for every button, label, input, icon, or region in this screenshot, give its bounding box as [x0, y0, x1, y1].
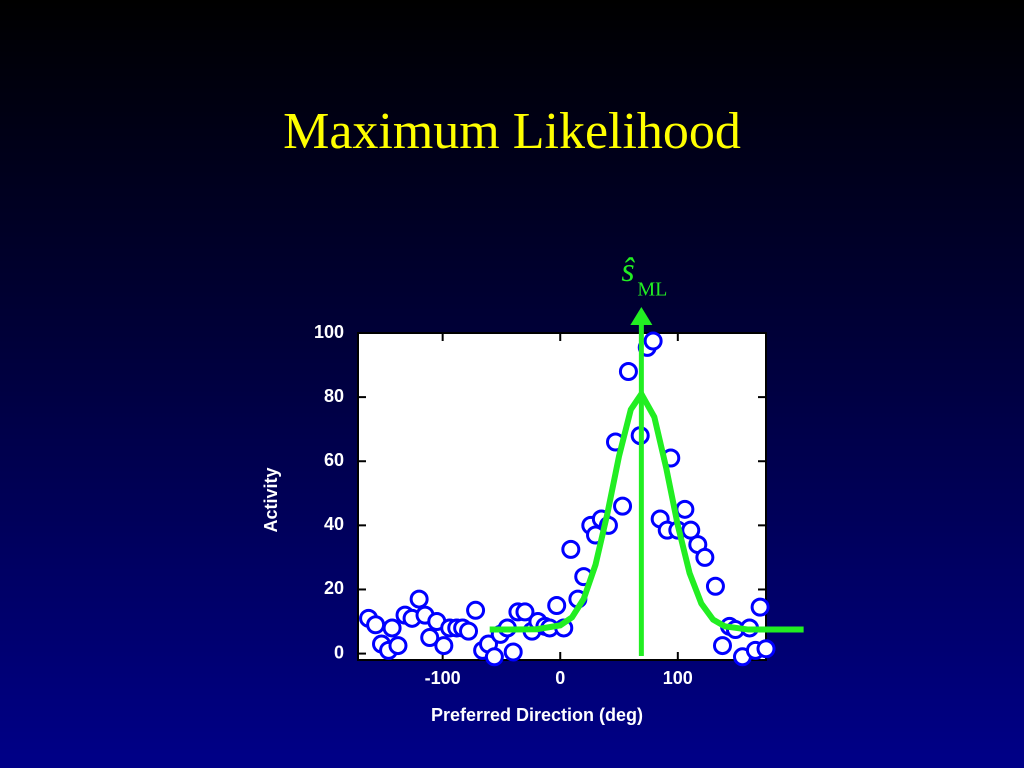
- data-point: [409, 589, 429, 609]
- x-axis-label: Preferred Direction (deg): [431, 705, 643, 725]
- y-tick-label: 0: [334, 642, 344, 662]
- data-point: [613, 496, 633, 516]
- data-point: [466, 600, 486, 620]
- slide-title: Maximum Likelihood: [283, 103, 741, 160]
- data-point: [420, 628, 440, 648]
- x-tick-label: 0: [555, 668, 565, 688]
- y-axis-label: Activity: [261, 467, 281, 532]
- data-point: [681, 520, 701, 540]
- data-point: [515, 602, 535, 622]
- y-tick-label: 60: [324, 450, 344, 470]
- data-point: [547, 596, 567, 615]
- y-tick-label: 100: [314, 322, 344, 342]
- x-tick-label: -100: [425, 668, 461, 688]
- data-point: [382, 618, 402, 638]
- data-point: [695, 547, 715, 567]
- data-point: [756, 639, 776, 659]
- data-point: [705, 576, 725, 596]
- y-tick-label: 80: [324, 386, 344, 406]
- data-point: [434, 636, 454, 656]
- y-tick-label: 20: [324, 578, 344, 598]
- data-point: [750, 597, 770, 617]
- data-point: [712, 636, 732, 656]
- data-point: [388, 636, 408, 656]
- estimate-symbol: ŝ: [621, 252, 635, 289]
- data-point: [675, 499, 695, 519]
- data-point: [503, 642, 523, 662]
- data-point: [561, 539, 581, 559]
- data-point: [643, 331, 663, 351]
- y-tick-label: 40: [324, 514, 344, 534]
- estimate-subscript: ML: [637, 279, 667, 301]
- data-point: [484, 647, 504, 667]
- x-tick-label: 100: [663, 668, 693, 688]
- data-point: [459, 621, 479, 641]
- data-point: [618, 361, 638, 381]
- estimate-arrowhead: [630, 307, 653, 325]
- data-point: [366, 615, 386, 635]
